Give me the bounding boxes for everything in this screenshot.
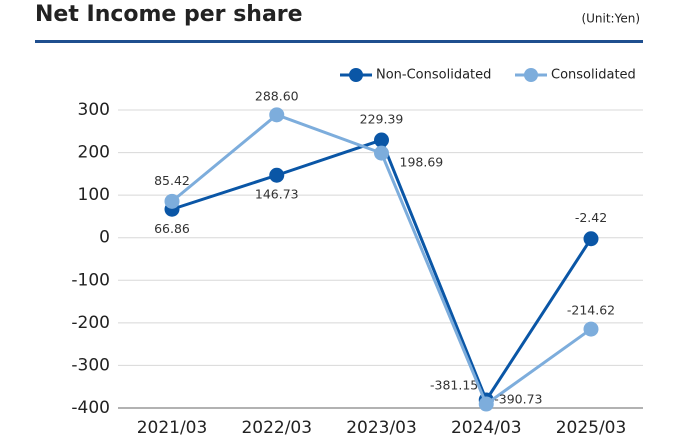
x-tick-label: 2024/03 [451, 418, 522, 438]
x-tick-label: 2023/03 [346, 418, 417, 438]
data-label: -2.42 [575, 210, 607, 225]
title-underline [35, 40, 643, 43]
legend-label: Non-Consolidated [376, 68, 491, 83]
data-label: 85.42 [154, 173, 190, 188]
data-label: 146.73 [255, 187, 299, 202]
legend-label: Consolidated [551, 68, 636, 83]
data-label: 229.39 [360, 112, 404, 127]
data-label: 198.69 [400, 155, 444, 170]
data-label: -214.62 [567, 303, 615, 318]
data-label: 288.60 [255, 88, 299, 103]
x-tick-label: 2025/03 [556, 418, 627, 438]
data-point [269, 167, 285, 183]
unit-label: (Unit:Yen) [581, 12, 640, 26]
series-line [171, 138, 593, 404]
y-tick-label: 300 [78, 100, 110, 120]
y-tick-label: 200 [78, 143, 110, 163]
y-tick-label: -300 [71, 355, 110, 375]
data-label: -381.15 [430, 377, 478, 392]
data-point [583, 321, 599, 337]
data-label: -390.73 [494, 392, 542, 407]
y-tick-label: -400 [71, 398, 110, 418]
data-label: 66.86 [154, 221, 190, 236]
data-point [583, 231, 599, 247]
x-tick-label: 2021/03 [137, 418, 208, 438]
data-point [374, 132, 389, 148]
data-point [374, 145, 389, 161]
legend-marker [349, 68, 363, 82]
x-tick-label: 2022/03 [241, 418, 312, 438]
y-tick-label: -100 [71, 270, 110, 290]
chart-title: Net Income per share [35, 2, 303, 27]
data-point [269, 107, 285, 123]
data-point [478, 396, 494, 412]
legend-marker [524, 68, 538, 82]
y-tick-label: 100 [78, 185, 110, 205]
y-tick-label: 0 [99, 228, 110, 248]
data-point [164, 193, 180, 209]
y-tick-label: -200 [71, 313, 110, 333]
